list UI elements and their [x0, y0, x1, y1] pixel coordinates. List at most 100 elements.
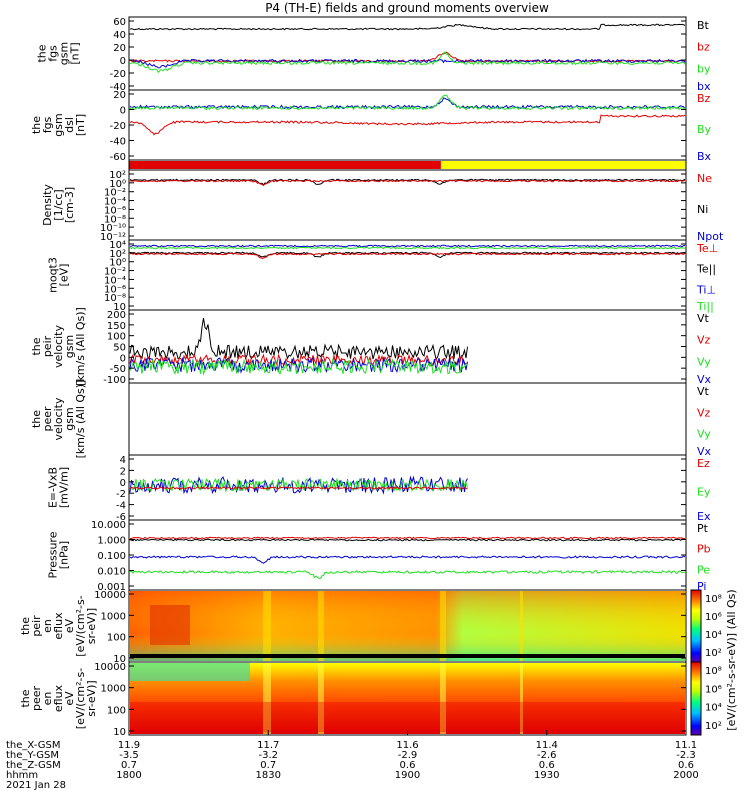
- x-tick-2-t: 1900: [395, 770, 420, 781]
- temperature-legend-Ti⊥: Ti⊥: [696, 283, 716, 296]
- peir_spec-heatmap-overlay: [130, 591, 685, 661]
- temperature-legend-Te⊥: Te⊥: [696, 242, 718, 255]
- colorbar-0-tick-3: 10²: [705, 648, 722, 659]
- temperature-tick-label-4: 10⁻⁴: [104, 275, 126, 286]
- fgs_dsl-ylabel-2: gsm: [52, 113, 65, 136]
- temperature-tick-label-3: 10⁻²: [104, 267, 126, 278]
- pressure-ylabel-0: Pressure: [47, 531, 60, 578]
- peer-spec-low-energy: [130, 702, 685, 732]
- vz-line: [129, 353, 468, 367]
- efield-tick-label-1: 2: [120, 466, 126, 477]
- fgs_gsm-tick-label-4: -20: [110, 69, 126, 80]
- fgs_dsl-ylabel-1: fgs: [41, 116, 54, 133]
- peir_spec-ylabel-4: eV: [63, 618, 76, 633]
- density-tick-label-0: 10²: [109, 170, 126, 181]
- density-ylabel-1: [1/cc]: [52, 189, 65, 220]
- peir_velocity-legend-Vt: Vt: [697, 312, 710, 325]
- fgs_dsl-ylabel-3: dsl: [63, 117, 76, 133]
- temperature-legend-Te||: Te||: [696, 263, 716, 276]
- peer_velocity-ylabel-1: peer: [41, 406, 54, 432]
- peer_spec-ylabel-5: [eV/(cm²-s-: [74, 668, 87, 729]
- temperature-tick-label-2: 10⁰: [109, 258, 126, 269]
- peir_spec-ylabel-6: sr-eV)]: [85, 608, 98, 644]
- bt-line: [129, 23, 686, 31]
- x-tick-0-y: -3.5: [119, 750, 139, 761]
- x-tick-3-z: 0.6: [539, 760, 555, 771]
- peir_spec-stripe-3: [520, 591, 523, 661]
- pressure-tick-label-3: 0.010: [97, 567, 126, 578]
- ex-line: [129, 475, 468, 495]
- peir_velocity-tick-label-3: 50: [113, 343, 126, 354]
- fgs_dsl-tick-label-2: -20: [110, 121, 126, 132]
- fgs_gsm-tick-label-1: 40: [113, 30, 126, 41]
- colorbar-1-tick-0: 10⁸: [705, 666, 722, 677]
- fgs_dsl-tick-label-1: 0: [120, 106, 126, 117]
- temperature-frame: [128, 239, 687, 311]
- pe-line: [129, 569, 685, 579]
- x-tick-4-z: 0.6: [678, 760, 694, 771]
- mode-bar-segment-0: [129, 161, 441, 169]
- peir_velocity-legend-Vx: Vx: [697, 373, 712, 386]
- x-tick-4-y: -2.3: [676, 750, 696, 761]
- pressure-ylabel-1: [nPa]: [58, 541, 71, 569]
- frames-layer: [128, 16, 702, 736]
- vt-line: [129, 318, 468, 361]
- colorbar-0-tick-0: 10⁸: [705, 594, 722, 605]
- x-tick-4-t: 2000: [673, 770, 698, 781]
- efield-tick-label-0: 4: [120, 455, 126, 466]
- peir-spec-lowband: [130, 654, 685, 658]
- te-par-line: [129, 251, 686, 259]
- colorbar-1-tick-2: 10⁴: [705, 703, 722, 714]
- peir_velocity-legend-Vz: Vz: [697, 334, 711, 347]
- pressure-tick-label-0: 10.000: [91, 520, 126, 531]
- temperature-legend-Ti||: Ti||: [696, 300, 714, 313]
- x-tick-1-x: 11.7: [257, 740, 279, 751]
- peer_velocity-legend-Vx: Vx: [697, 445, 712, 458]
- colorbar-label: [eV/(cm²-s-sr-eV)] (All Qs): [725, 589, 738, 730]
- temperature-tick-label-7: 10: [113, 302, 126, 313]
- x-tick-3-x: 11.4: [536, 740, 558, 751]
- data-layer: [129, 23, 686, 579]
- temperature-tick-label-6: 10⁻⁸: [104, 293, 126, 304]
- fgs_gsm-ylabel-1: fgs: [47, 45, 60, 62]
- peir_velocity-frame: [128, 309, 687, 384]
- peir_velocity-ylabel-4: [km/s (All Qs)]: [74, 307, 87, 386]
- fgs_dsl-ylabel-0: the: [30, 116, 43, 134]
- ti-perp-line: [130, 244, 686, 248]
- peir_spec-ylabel-1: peir: [30, 615, 43, 637]
- peer_spec-tick-label-2: 100: [107, 705, 126, 716]
- fgs_gsm-legend-bz: bz: [697, 41, 710, 54]
- peer_spec-ylabel-3: eflux: [52, 684, 65, 712]
- density-legend-Ne: Ne: [697, 172, 712, 185]
- peir-spec-hot-region: [150, 605, 190, 645]
- density-tick-label-1: 10⁰: [109, 179, 126, 190]
- peir_spec-tick-label-1: 1000: [101, 611, 126, 622]
- peir_velocity-tick-label-1: 150: [107, 321, 126, 332]
- fgs_dsl-legend-Bz: Bz: [697, 92, 711, 105]
- pt-line: [129, 538, 686, 542]
- x-tick-1-y: -3.2: [258, 750, 278, 761]
- fgs_dsl-tick-label-4: -60: [110, 152, 126, 163]
- by-dsl-line: [129, 94, 686, 111]
- x-row-label-4: 2021 Jan 28: [6, 780, 66, 791]
- peir_velocity-legend-Vy: Vy: [697, 355, 711, 368]
- fgs_gsm-legend-by: by: [697, 62, 711, 75]
- fgs_gsm-tick-label-0: 60: [113, 17, 126, 28]
- x-tick-2-y: -2.9: [398, 750, 418, 761]
- peer_velocity-ylabel-4: [km/s (All Qs)]: [74, 380, 87, 459]
- temperature-ylabel-1: [eV]: [58, 264, 71, 287]
- x-tick-3-y: -2.6: [537, 750, 557, 761]
- pressure-tick-label-4: 0.001: [97, 582, 126, 593]
- fgs_gsm-ylabel-0: the: [36, 44, 49, 62]
- density-tick-label-7: 10⁻¹²: [100, 232, 126, 243]
- fgs_gsm-legend-bx: bx: [697, 80, 711, 93]
- density-legend-Npot: Npot: [697, 230, 724, 243]
- peir_spec-tick-label-3: 10: [113, 654, 126, 665]
- spectrogram-layer: [130, 591, 685, 734]
- colorbar-1-tick-1: 10⁶: [705, 684, 722, 695]
- fgs_dsl-tick-label-3: -40: [110, 137, 126, 148]
- ey-line: [129, 477, 468, 493]
- vy-line: [129, 358, 468, 376]
- x-tick-2-x: 11.6: [396, 740, 418, 751]
- te-perp-line: [129, 252, 686, 259]
